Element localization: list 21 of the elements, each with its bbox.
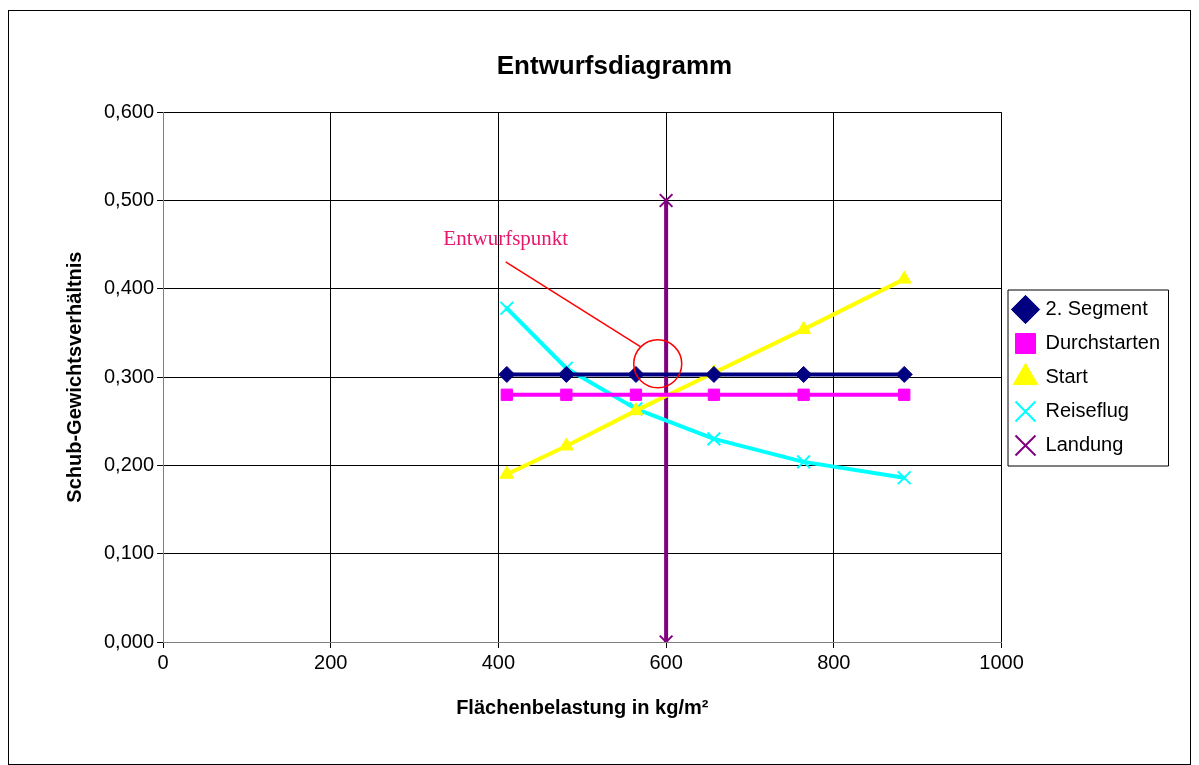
y-tick-label: 0,400 xyxy=(103,276,155,299)
chart-title: Entwurfsdiagramm xyxy=(496,49,733,80)
y-tick-label: 0,600 xyxy=(103,99,155,122)
legend-label: Start xyxy=(1045,365,1089,388)
y-tick-label: 0,100 xyxy=(103,541,155,564)
y-tick-label: 0,200 xyxy=(103,452,155,475)
x-tick-label: 0 xyxy=(157,650,169,673)
x-tick-label: 1000 xyxy=(979,650,1024,673)
legend-label: Reiseflug xyxy=(1045,399,1129,422)
y-axis-title: Schub-Gewichtsverhältnis xyxy=(62,251,85,503)
y-tick-label: 0,000 xyxy=(103,629,155,652)
legend-label: Durchstarten xyxy=(1045,331,1161,354)
x-tick-label: 400 xyxy=(481,650,516,673)
x-tick-label: 800 xyxy=(817,650,851,673)
y-tick-label: 0,300 xyxy=(103,364,155,387)
legend-label: 2. Segment xyxy=(1045,297,1149,320)
x-tick-label: 600 xyxy=(649,650,683,673)
legend-label: Landung xyxy=(1045,433,1124,456)
x-axis-title: Flächenbelastung in kg/m² xyxy=(456,695,709,718)
y-tick-label: 0,500 xyxy=(103,188,155,211)
x-tick-label: 200 xyxy=(314,650,348,673)
